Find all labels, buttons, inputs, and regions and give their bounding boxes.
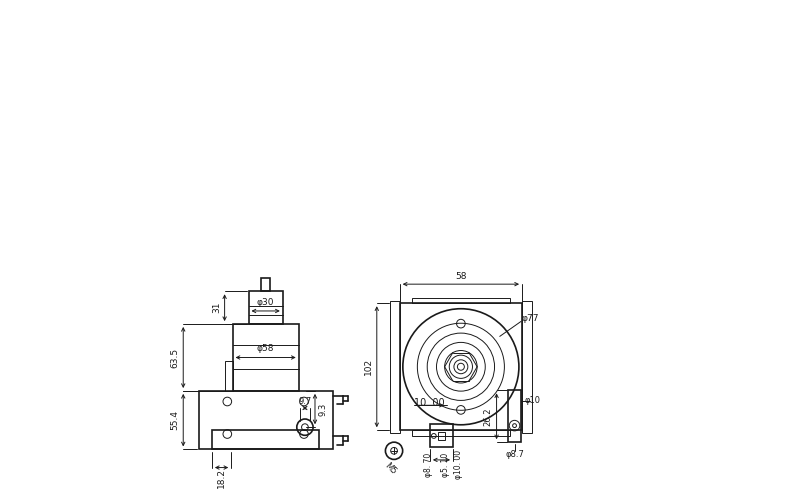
Text: 58: 58 <box>455 272 467 281</box>
Text: 55.4: 55.4 <box>170 410 179 430</box>
Text: φ5. 10: φ5. 10 <box>441 453 450 477</box>
Bar <box>212 430 319 449</box>
Text: φ8.7: φ8.7 <box>505 450 524 459</box>
Text: M5: M5 <box>382 462 398 477</box>
Bar <box>225 361 232 391</box>
Text: 10. 00: 10. 00 <box>414 398 445 408</box>
Bar <box>412 430 510 436</box>
Bar <box>400 303 522 430</box>
Bar <box>438 432 445 440</box>
Bar <box>232 324 299 391</box>
Bar <box>261 278 270 292</box>
Text: 9.3: 9.3 <box>318 402 327 416</box>
Text: φ58: φ58 <box>257 344 274 353</box>
Text: 9.7: 9.7 <box>299 397 311 406</box>
Text: φ10: φ10 <box>525 396 541 405</box>
Text: 31: 31 <box>212 302 221 314</box>
Text: φ77: φ77 <box>522 314 540 323</box>
Bar <box>522 301 532 433</box>
Text: 102: 102 <box>363 358 373 375</box>
Text: φ30: φ30 <box>257 298 274 307</box>
Text: φ10. 00: φ10. 00 <box>454 450 463 479</box>
Bar <box>430 424 453 447</box>
Bar <box>508 391 521 442</box>
Text: 63.5: 63.5 <box>170 347 179 368</box>
Bar <box>412 297 510 303</box>
Bar <box>198 391 333 449</box>
Bar <box>390 301 400 433</box>
Text: 18.2: 18.2 <box>217 468 226 488</box>
Text: φ8. 70: φ8. 70 <box>424 453 433 477</box>
Text: 26.2: 26.2 <box>483 407 492 425</box>
Bar <box>249 292 283 324</box>
